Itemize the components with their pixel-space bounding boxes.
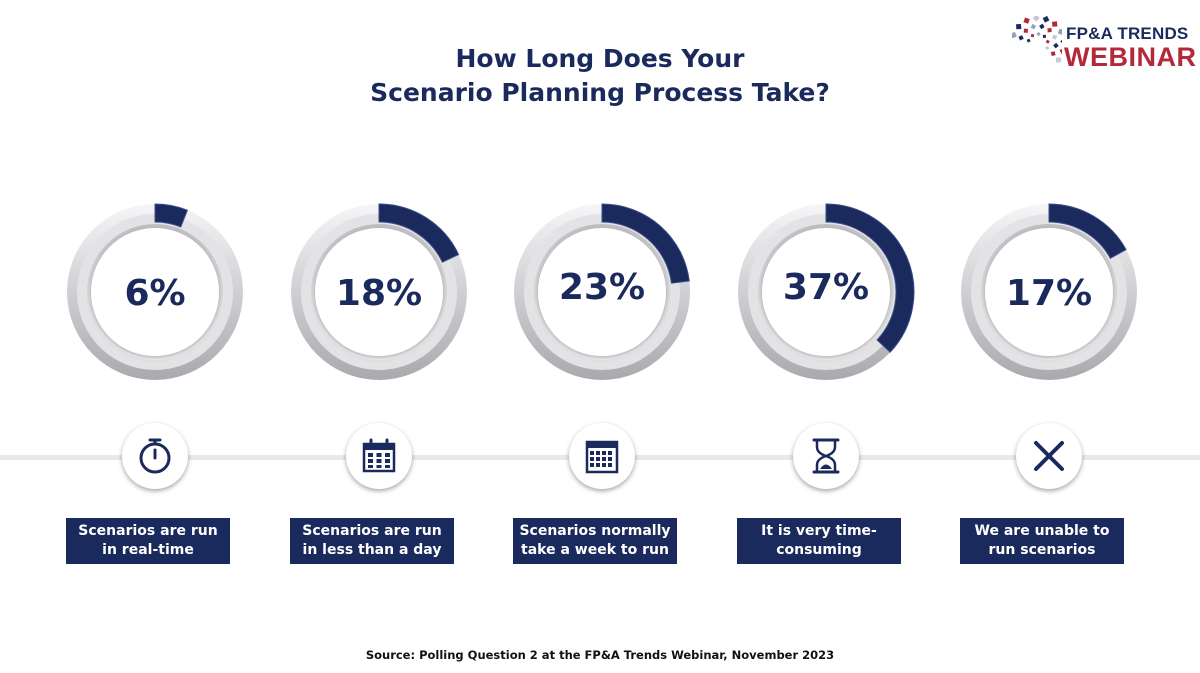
value-arc-segment	[155, 204, 188, 227]
option-label-line-2: run scenarios	[988, 542, 1096, 558]
value-arc-edge	[154, 203, 189, 228]
ring-face	[315, 228, 443, 356]
logo-square	[1042, 34, 1047, 38]
logo-square	[1045, 46, 1050, 50]
logo-square	[1030, 33, 1035, 38]
option-label-line-1: It is very time-	[761, 523, 877, 539]
logo-square	[1023, 17, 1030, 24]
logo-square	[1036, 31, 1041, 37]
option-label-realtime: Scenarios are run in real-time	[66, 518, 230, 564]
calendar-icon	[362, 438, 396, 473]
option-column-week: 23% Scenarios normally take a week to ru…	[502, 0, 702, 673]
logo-square	[1023, 28, 1028, 33]
option-label-unable: We are unable to run scenarios	[960, 518, 1124, 564]
logo-square	[1042, 16, 1050, 23]
donut-ring-week	[514, 203, 690, 380]
ring-face	[762, 228, 890, 356]
value-arc-edge	[825, 203, 915, 353]
option-label-line-1: We are unable to	[974, 523, 1110, 539]
option-label-line-2: in less than a day	[302, 542, 442, 558]
icon-badge-unable	[1016, 423, 1082, 489]
logo-square	[1052, 21, 1058, 27]
logo-square	[1039, 23, 1045, 30]
hourglass-icon	[812, 438, 840, 474]
logo-square	[1026, 38, 1031, 43]
value-arc-segment	[1049, 204, 1127, 259]
percent-label-time-consuming: 37%	[782, 267, 870, 308]
fpa-trends-logo: FP&A TRENDS WEBINAR	[1012, 14, 1196, 78]
percent-label-unable: 17%	[1005, 273, 1093, 314]
value-arc-segment	[379, 204, 459, 263]
value-arc-edge	[601, 203, 690, 284]
option-label-line-2: consuming	[776, 542, 862, 558]
donut-ring-time-consuming	[738, 203, 915, 380]
percent-label-realtime: 6%	[124, 273, 186, 314]
percent-label-week: 23%	[558, 267, 646, 308]
chart-title: How Long Does Your Scenario Planning Pro…	[300, 42, 900, 110]
value-arc-segment	[602, 204, 690, 284]
option-column-realtime: 6% Scenarios are run in real-time	[55, 0, 255, 673]
option-column-time-consuming: 37% It is very time- consuming	[726, 0, 926, 673]
donut-ring-unable	[961, 203, 1137, 380]
logo-square	[1045, 39, 1050, 44]
logo-square	[1030, 23, 1037, 30]
percent-label-less-than-a-day: 18%	[335, 273, 423, 314]
option-label-time-consuming: It is very time- consuming	[737, 518, 901, 564]
option-label-line-2: in real-time	[102, 542, 194, 558]
option-column-less-than-a-day: 18% Scenarios are run in less than a day	[279, 0, 479, 673]
icon-badge-realtime	[122, 423, 188, 489]
logo-square	[1053, 42, 1059, 49]
ring-face	[91, 228, 219, 356]
value-arc-edge	[1048, 203, 1127, 259]
icon-badge-less-than-a-day	[346, 423, 412, 489]
logo-square	[1016, 23, 1022, 30]
logo-text-line-1: FP&A TRENDS	[1066, 24, 1189, 43]
donut-ring-less-than-a-day	[291, 203, 467, 380]
fpa-trends-logo-icon	[1012, 16, 1062, 63]
logo-square	[1052, 34, 1058, 40]
logo-text-line-2: WEBINAR	[1064, 42, 1197, 72]
title-line-2: Scenario Planning Process Take?	[370, 78, 830, 107]
calendar-grid-icon	[585, 440, 619, 474]
ring-face	[538, 228, 666, 356]
option-column-unable: 17% We are unable to run scenarios	[949, 0, 1149, 673]
logo-square	[1012, 31, 1017, 39]
ring-face	[985, 228, 1113, 356]
icon-badge-week	[569, 423, 635, 489]
close-x-icon	[1034, 441, 1064, 471]
option-label-week: Scenarios normally take a week to run	[513, 518, 677, 564]
value-arc-segment	[826, 204, 914, 353]
donut-ring-realtime	[67, 203, 243, 380]
logo-square	[1047, 28, 1052, 33]
option-label-less-than-a-day: Scenarios are run in less than a day	[290, 518, 454, 564]
logo-square	[1050, 51, 1056, 57]
logo-square	[1057, 28, 1062, 35]
title-line-1: How Long Does Your	[455, 44, 745, 73]
logo-square	[1055, 57, 1062, 63]
value-arc-edge	[378, 203, 460, 263]
logo-square	[1018, 35, 1024, 41]
option-label-line-2: take a week to run	[521, 542, 669, 558]
option-label-line-1: Scenarios are run	[302, 523, 442, 539]
icon-badge-time-consuming	[793, 423, 859, 489]
option-label-line-1: Scenarios are run	[78, 523, 218, 539]
source-note: Source: Polling Question 2 at the FP&A T…	[365, 648, 835, 662]
logo-square	[1032, 16, 1040, 22]
option-label-line-1: Scenarios normally	[519, 523, 671, 539]
stopwatch-icon	[139, 438, 171, 474]
logo-square	[1059, 47, 1062, 55]
